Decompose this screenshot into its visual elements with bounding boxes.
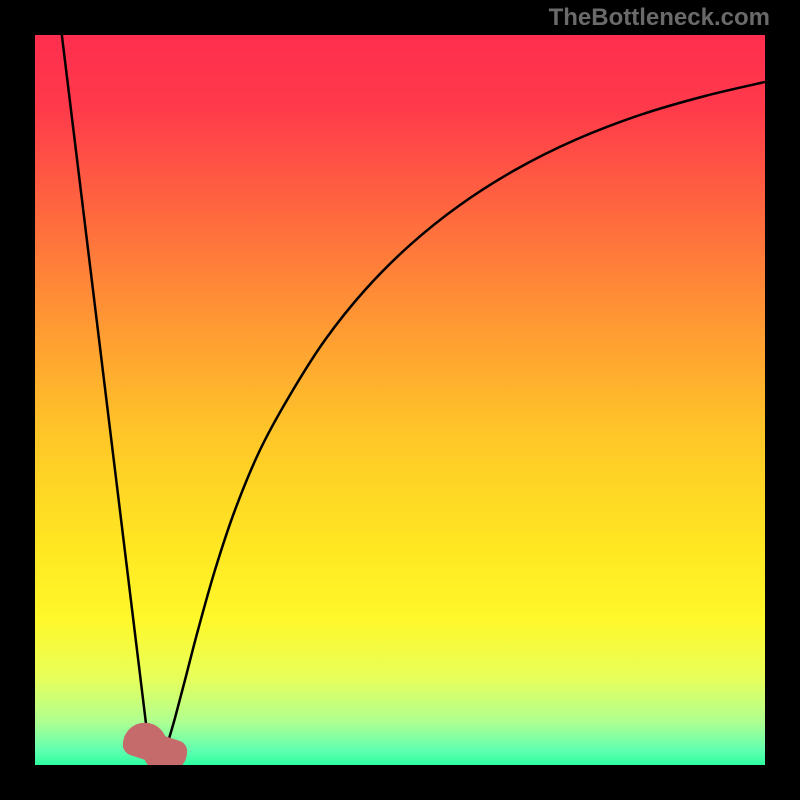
gradient-background bbox=[35, 35, 765, 765]
plot-area bbox=[35, 35, 765, 765]
watermark-text: TheBottleneck.com bbox=[549, 4, 770, 32]
